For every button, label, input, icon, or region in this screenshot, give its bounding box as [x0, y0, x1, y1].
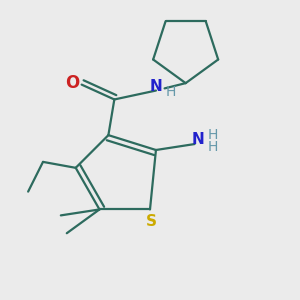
Text: N: N	[191, 132, 204, 147]
Text: H: H	[207, 140, 218, 154]
Text: O: O	[66, 74, 80, 92]
Text: S: S	[146, 214, 157, 229]
Text: N: N	[150, 79, 162, 94]
Text: H: H	[207, 128, 218, 142]
Text: H: H	[166, 85, 176, 99]
